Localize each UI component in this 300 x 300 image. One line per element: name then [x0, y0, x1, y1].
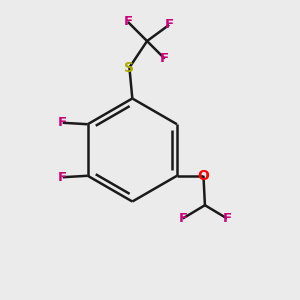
Text: F: F	[178, 212, 188, 225]
Text: O: O	[197, 169, 209, 183]
Text: F: F	[58, 171, 67, 184]
Text: F: F	[160, 52, 169, 65]
Text: F: F	[223, 212, 232, 225]
Text: S: S	[124, 61, 134, 75]
Text: F: F	[58, 116, 67, 129]
Text: F: F	[123, 15, 133, 28]
Text: F: F	[165, 18, 174, 32]
